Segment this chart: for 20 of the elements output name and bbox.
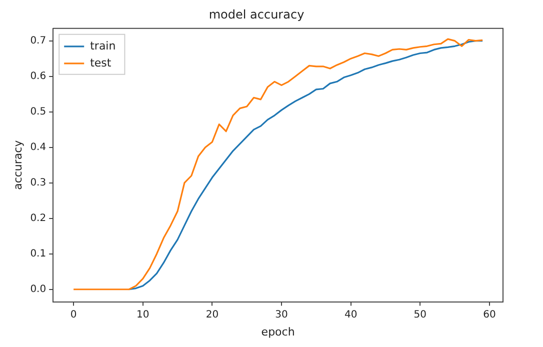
y-tick-label: 0.3 bbox=[30, 177, 46, 188]
legend-label: train bbox=[90, 39, 116, 52]
x-tick-label: 60 bbox=[483, 309, 496, 320]
y-tick-label: 0.5 bbox=[30, 106, 46, 118]
x-tick-label: 30 bbox=[275, 309, 288, 320]
y-tick-label: 0.7 bbox=[30, 35, 46, 46]
x-tick-label: 0 bbox=[70, 309, 77, 320]
legend-label: test bbox=[90, 56, 112, 70]
x-tick-label: 40 bbox=[344, 309, 358, 320]
y-tick-label: 0.1 bbox=[30, 248, 46, 260]
x-tick-label: 50 bbox=[414, 309, 427, 320]
y-axis-title: accuracy bbox=[11, 140, 24, 190]
y-tick-label: 0.2 bbox=[30, 212, 46, 224]
y-tick-label: 0.6 bbox=[30, 70, 46, 82]
y-tick-label: 0.0 bbox=[30, 284, 46, 295]
x-tick-label: 20 bbox=[206, 309, 219, 320]
x-tick-label: 10 bbox=[136, 309, 150, 320]
chart-title: model accuracy bbox=[208, 7, 304, 22]
y-tick-label: 0.4 bbox=[30, 142, 46, 153]
x-axis-title: epoch bbox=[261, 325, 295, 338]
